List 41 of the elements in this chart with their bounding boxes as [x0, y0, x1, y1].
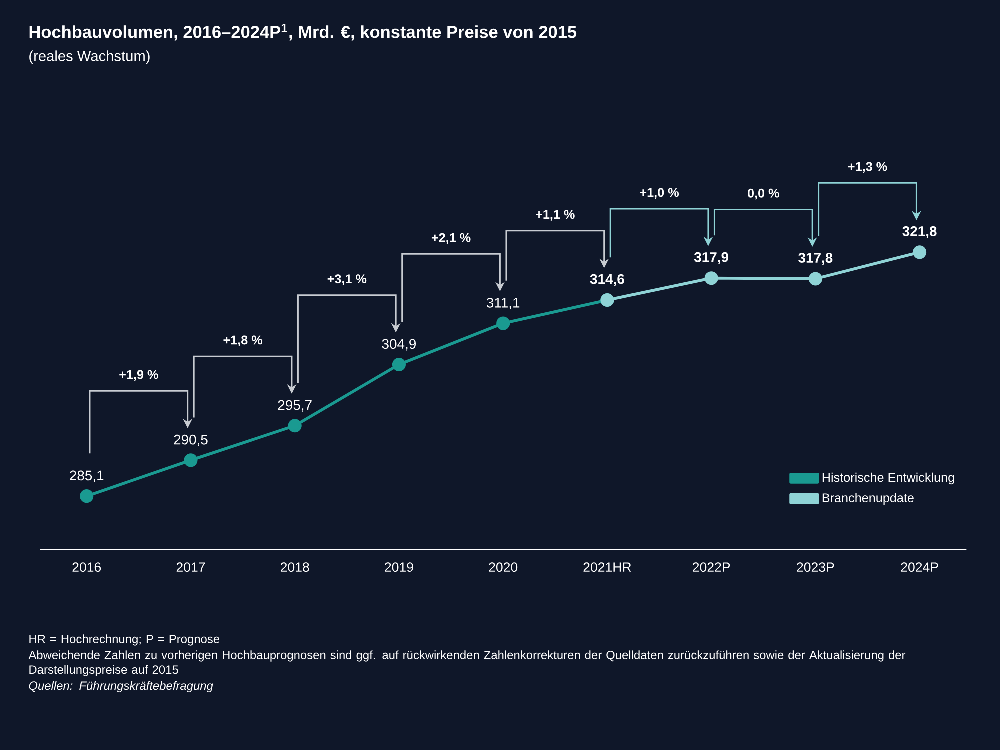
x-tick-label: 2017: [176, 562, 206, 572]
x-tick-label: 2019: [385, 562, 414, 572]
data-label: 304,9: [382, 339, 416, 351]
x-tick-label: 2020: [489, 562, 518, 572]
annotation: +1,9 %: [120, 370, 158, 382]
annotation: +1,8 %: [224, 336, 263, 347]
data-label: 314,6: [590, 274, 624, 286]
x-tick-label: 2016: [72, 562, 102, 572]
x-tick-label: 2022P: [693, 562, 730, 572]
point: [392, 358, 406, 372]
legend-label: Historische Entwicklung: [822, 472, 954, 485]
chart-title: Hochbauvolumen, 2016–2024P$^{1}$, Mrd. €, konstante Preise von 2015: [30, 24, 577, 41]
text: HR = Hochrechnung; P = Prognose: [30, 634, 220, 646]
text: +2,1 %: [432, 233, 471, 244]
x-tick-label: 2021HR: [584, 562, 632, 572]
point: [704, 272, 718, 286]
text: +1,3 %: [848, 162, 888, 174]
point: [496, 316, 510, 330]
x-tick-label: 2018: [280, 562, 310, 572]
data-label: 290,5: [174, 434, 208, 446]
text: +1,0 %: [640, 188, 679, 199]
data-label: 311,1: [486, 298, 520, 310]
text: Abweichende Zahlen zu vorherigen Hochbauprognosen sind ggf. auf rückwirkenden Zahlenkorrekturen der Quelldaten zurückzuführen sowie der Aktualisierung der Darstellungspreise auf 2015: [28, 650, 906, 676]
data-label: 317,8: [798, 253, 833, 265]
point: [808, 272, 822, 286]
legend-label: Branchenupdate: [822, 493, 914, 506]
text: 0,0 %: [748, 188, 780, 200]
x-tick-label: 2023P: [797, 562, 834, 572]
data-label: 295,7: [278, 400, 312, 412]
data-label: 285,1: [70, 470, 104, 482]
point: [80, 490, 94, 504]
data-label: 321,8: [902, 226, 937, 238]
chart-subtitle: (reales Wachstum): [30, 50, 150, 64]
point: [288, 419, 302, 433]
source-note: Quellen: Führungskräftebefragung: [29, 681, 214, 692]
annotation: +3,1 %: [328, 274, 367, 286]
point: [913, 246, 927, 260]
point: [184, 454, 198, 468]
text: +1,1 %: [536, 210, 575, 221]
data-label: 317,9: [694, 252, 728, 264]
x-tick-label: 2024P: [901, 562, 938, 572]
